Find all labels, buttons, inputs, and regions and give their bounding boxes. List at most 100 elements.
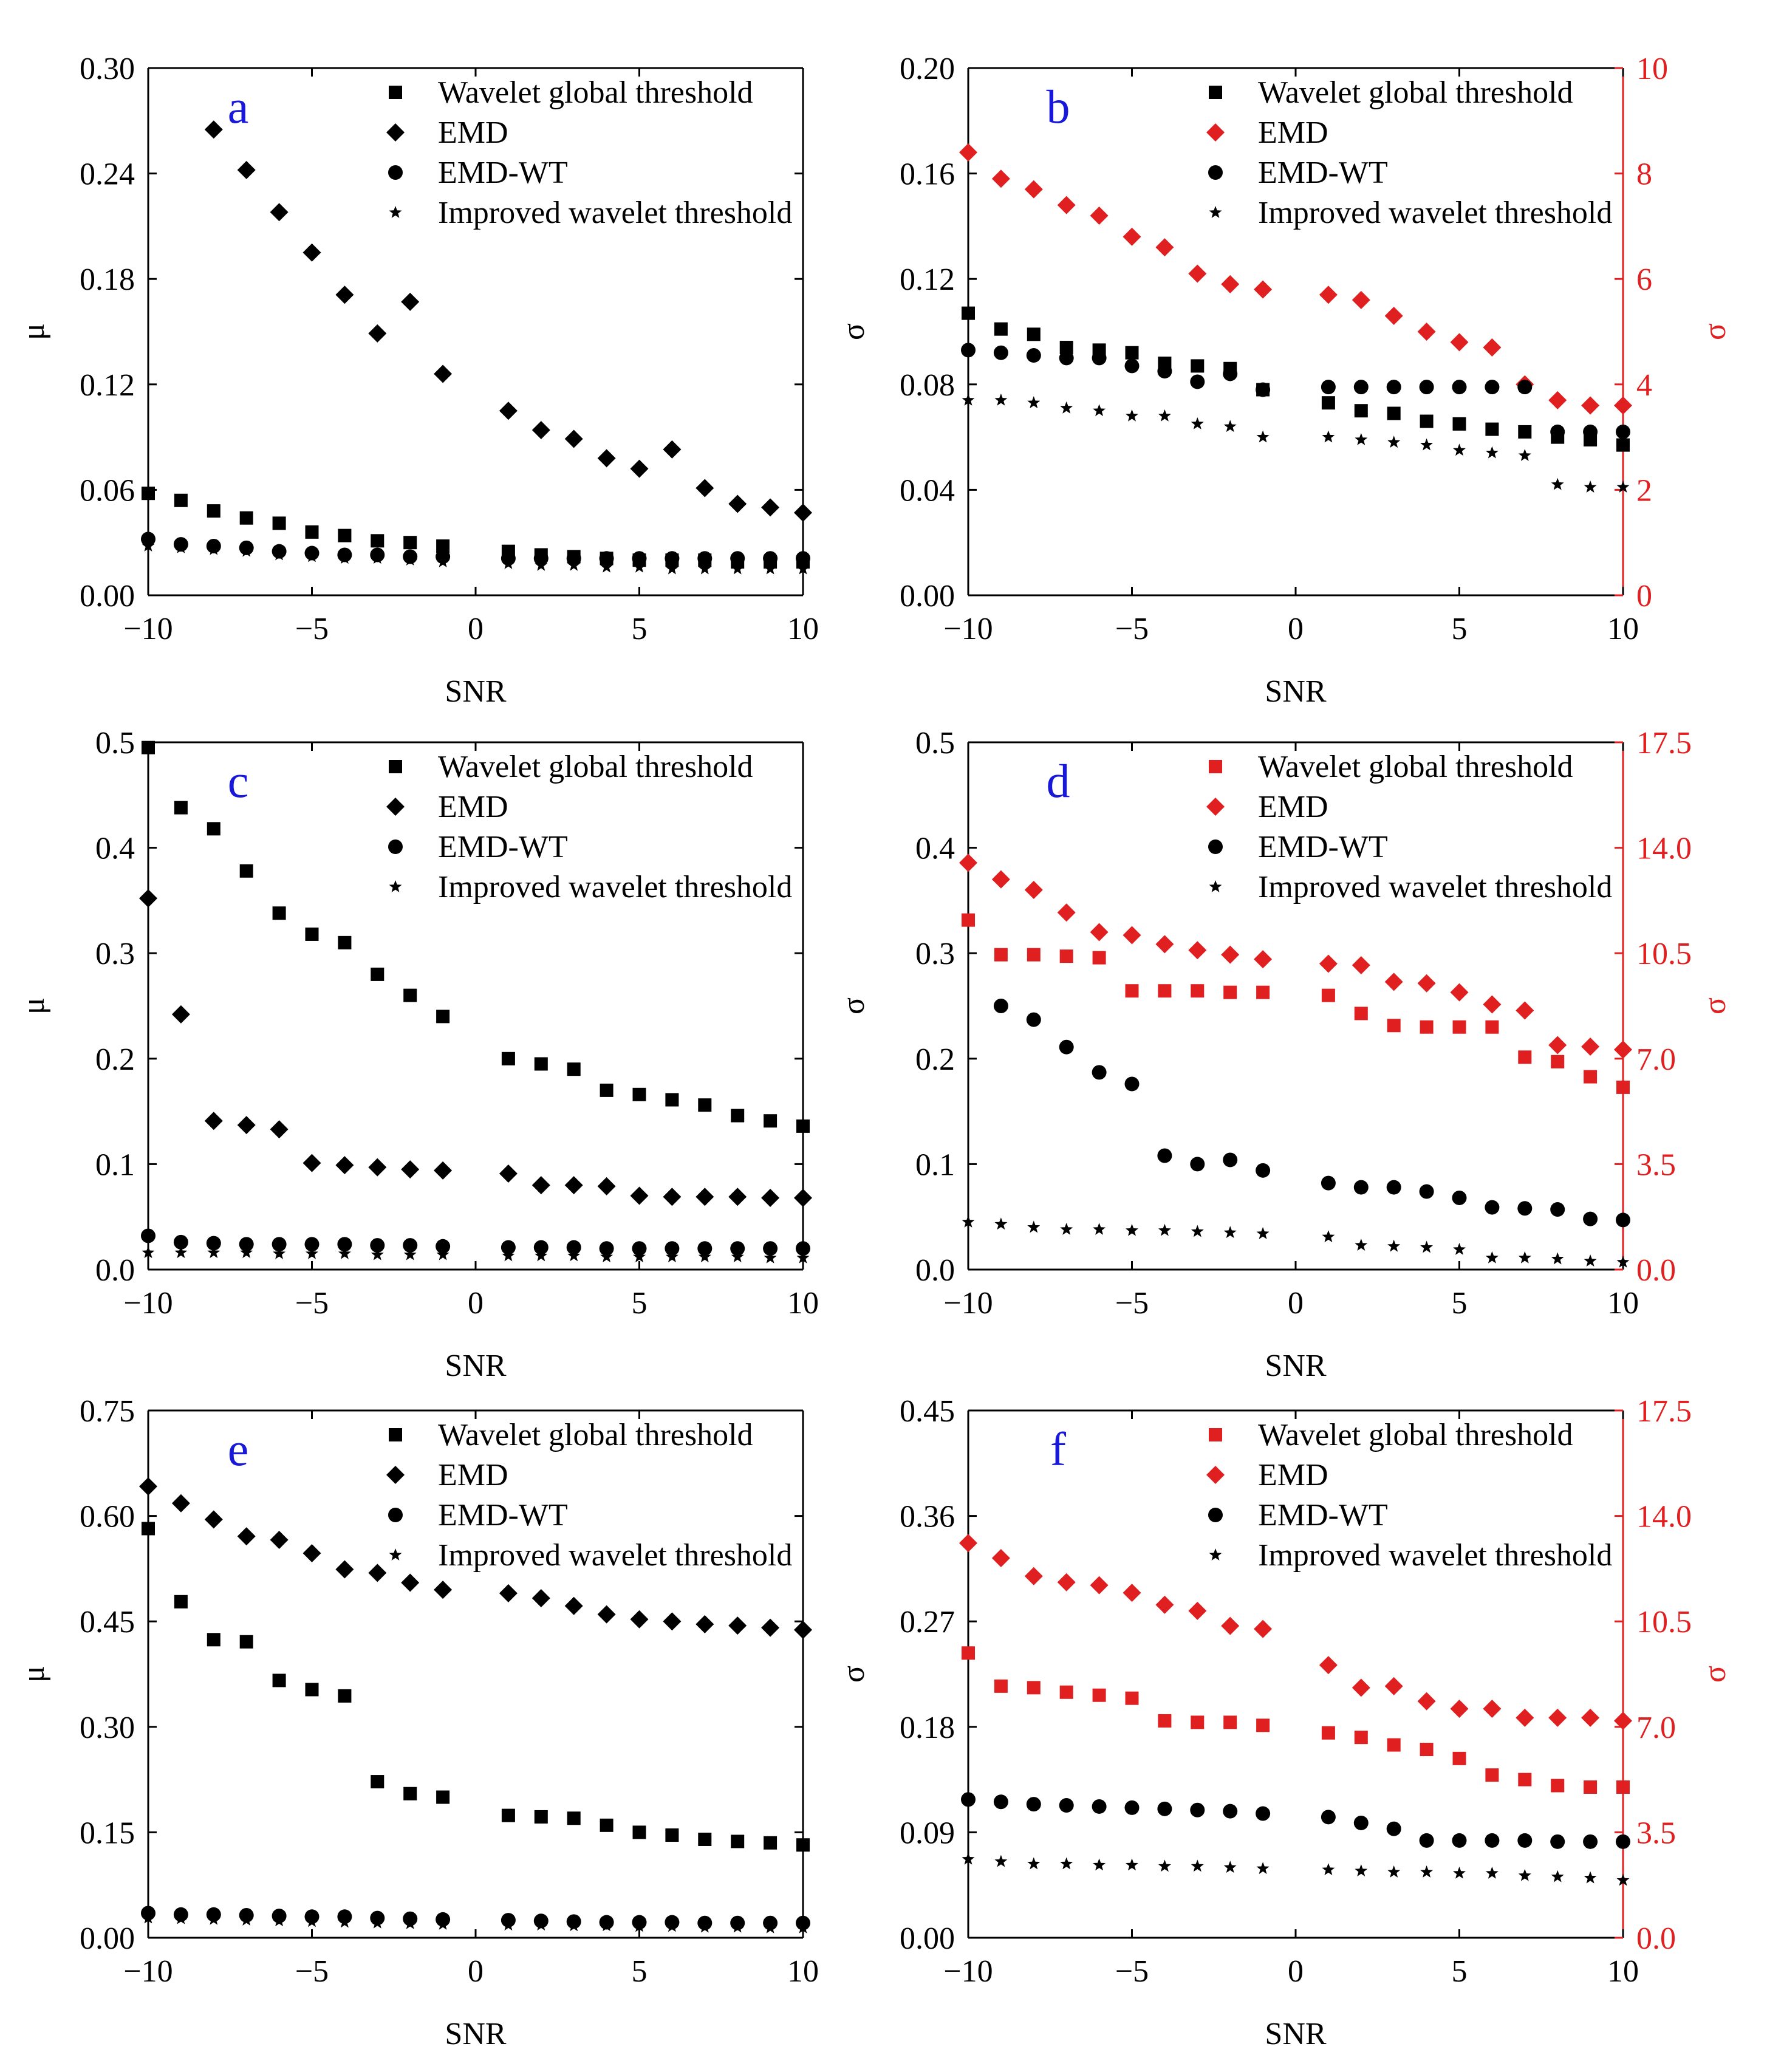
data-point — [1584, 1780, 1598, 1794]
data-point — [305, 1683, 319, 1697]
data-point — [597, 449, 616, 468]
data-point — [796, 1921, 810, 1934]
data-point — [436, 1010, 450, 1024]
data-point — [1387, 406, 1401, 420]
data-point — [665, 1920, 678, 1932]
x-tick-label: −5 — [295, 612, 329, 646]
data-point — [401, 292, 420, 311]
data-point — [994, 1217, 1008, 1230]
data-point — [368, 1564, 387, 1582]
data-point — [665, 551, 680, 566]
y-tick-label: 0.0 — [915, 1253, 955, 1288]
data-point — [731, 1109, 745, 1123]
data-point — [531, 1176, 550, 1195]
data-point — [1518, 1869, 1531, 1881]
data-point — [436, 1248, 449, 1260]
x-tick-label: 5 — [1452, 1286, 1468, 1321]
y-axis-label: μ — [16, 997, 51, 1014]
series-emd — [959, 1534, 1632, 1730]
data-point — [1614, 1711, 1632, 1730]
data-point — [1319, 1656, 1338, 1675]
data-point — [1386, 380, 1401, 395]
data-point — [499, 402, 518, 420]
data-point — [1024, 180, 1043, 199]
data-point — [499, 1584, 518, 1602]
data-point — [335, 1156, 354, 1175]
legend-label: EMD-WT — [438, 830, 568, 864]
data-point — [1059, 949, 1073, 963]
y-tick-label-right: 10 — [1636, 52, 1668, 86]
legend-label: Wavelet global threshold — [438, 1418, 753, 1452]
data-point — [1352, 956, 1370, 975]
data-point — [1616, 424, 1630, 439]
x-axis-label: SNR — [1265, 2017, 1326, 2051]
y-tick-label-right: 7.0 — [1636, 1711, 1676, 1745]
data-point — [1190, 1157, 1205, 1172]
data-point — [139, 1477, 157, 1496]
data-point — [698, 1832, 712, 1846]
data-point — [1321, 1810, 1336, 1825]
data-point — [731, 562, 744, 575]
legend-label: Improved wavelet threshold — [438, 870, 792, 904]
data-point — [1616, 480, 1630, 493]
data-point — [1352, 1678, 1370, 1697]
data-point — [1452, 1020, 1466, 1034]
data-point — [1518, 448, 1531, 461]
data-point — [1223, 1804, 1238, 1819]
series-improved-wavelet-threshold — [962, 393, 1630, 493]
data-point — [1191, 984, 1205, 998]
data-point — [335, 285, 354, 304]
data-point — [1060, 1223, 1073, 1235]
data-point — [499, 1164, 518, 1183]
data-point — [1355, 1239, 1368, 1251]
data-point — [1485, 380, 1500, 395]
data-point — [1027, 396, 1041, 409]
y-tick-label: 0.20 — [900, 52, 955, 86]
data-point — [696, 1615, 714, 1633]
data-point — [1322, 430, 1335, 443]
data-point — [1125, 984, 1139, 998]
legend-marker — [1208, 1508, 1223, 1522]
y-tick-label: 0.36 — [900, 1500, 955, 1534]
panel-letter: f — [1050, 1423, 1066, 1475]
data-point — [730, 551, 745, 566]
data-point — [1384, 306, 1403, 325]
data-point — [1581, 396, 1600, 415]
data-point — [1581, 1708, 1600, 1727]
data-point — [1123, 926, 1141, 945]
data-point — [1516, 1001, 1534, 1020]
y-tick-label-right: 14.0 — [1636, 1500, 1692, 1534]
data-point — [665, 1093, 679, 1107]
panel-letter: a — [228, 80, 249, 133]
data-point — [567, 1249, 581, 1262]
data-point — [1059, 350, 1074, 366]
data-point — [1485, 1251, 1499, 1263]
y-axis-label-right: σ — [1698, 1666, 1732, 1683]
legend-label: Wavelet global threshold — [1258, 1418, 1573, 1452]
y-tick-label: 0.45 — [900, 1394, 955, 1429]
data-point — [371, 967, 385, 981]
data-point — [1123, 1584, 1141, 1602]
y-axis-label: μ — [16, 323, 51, 340]
legend-label: EMD — [1258, 115, 1328, 150]
data-point — [730, 1241, 745, 1256]
data-point — [501, 1808, 515, 1822]
data-point — [599, 551, 614, 566]
data-point — [240, 544, 253, 557]
data-point — [1321, 988, 1335, 1002]
data-point — [535, 1249, 548, 1262]
data-point — [630, 459, 649, 478]
data-point — [206, 1236, 221, 1251]
panel-letter: e — [228, 1423, 249, 1475]
y-tick-label: 0.00 — [80, 1921, 135, 1956]
data-point — [1059, 1039, 1074, 1055]
data-point — [1027, 327, 1041, 341]
data-point — [1420, 1865, 1434, 1878]
y-tick-label: 0.5 — [95, 726, 135, 761]
data-point — [1550, 424, 1565, 439]
data-point — [1483, 995, 1502, 1014]
legend-marker — [388, 1508, 403, 1522]
legend-marker — [386, 123, 405, 142]
data-point — [1188, 941, 1207, 960]
data-point — [1548, 1036, 1567, 1055]
